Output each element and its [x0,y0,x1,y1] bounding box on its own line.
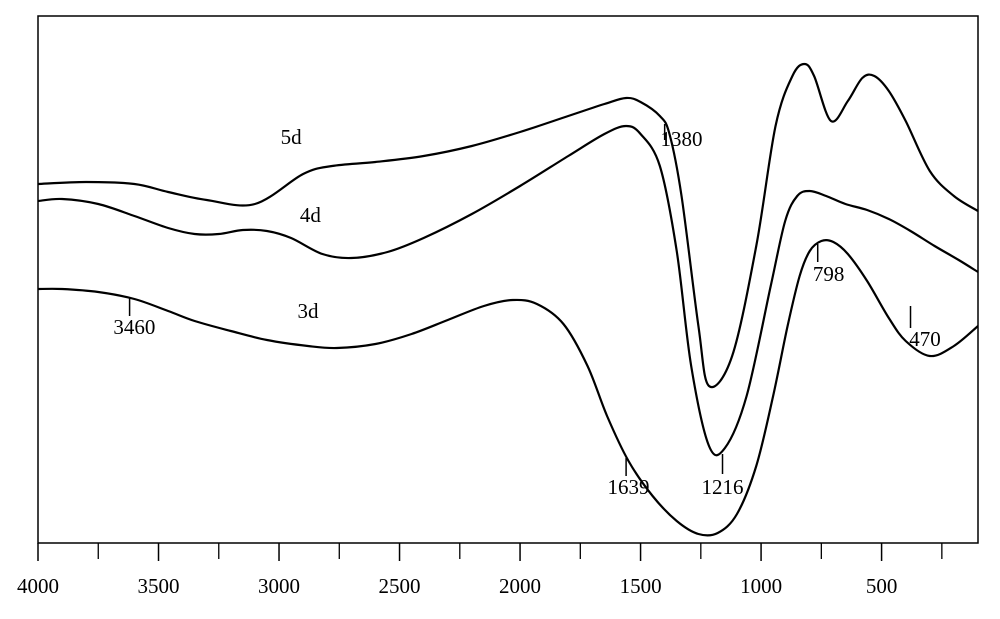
x-tick-label: 500 [866,574,898,598]
x-tick-label: 1000 [740,574,782,598]
curve-label-3d: 3d [297,299,319,323]
peak-label: 798 [813,262,845,286]
x-tick-label: 4000 [17,574,59,598]
peak-label: 1216 [702,475,744,499]
x-tick-label: 1500 [620,574,662,598]
peak-label: 1380 [661,127,703,151]
spectrum-curve-5d [38,64,978,387]
peak-label: 470 [909,327,941,351]
curves-group [38,64,978,536]
peak-label: 3460 [113,315,155,339]
x-tick-label: 3500 [138,574,180,598]
x-tick-label: 2000 [499,574,541,598]
ir-spectrum-chart: 4000 3500 3000 2500 2000 1500 1000 500 5d 4d 3d 346… [10,10,990,609]
x-tick-label: 2500 [379,574,421,598]
curve-label-4d: 4d [300,203,322,227]
curve-label-5d: 5d [281,125,303,149]
chart-svg: 4000 3500 3000 2500 2000 1500 1000 500 5d 4d 3d 346… [10,10,990,609]
spectrum-curve-4d [38,126,978,455]
peak-label: 1639 [608,475,650,499]
x-tick-label: 3000 [258,574,300,598]
